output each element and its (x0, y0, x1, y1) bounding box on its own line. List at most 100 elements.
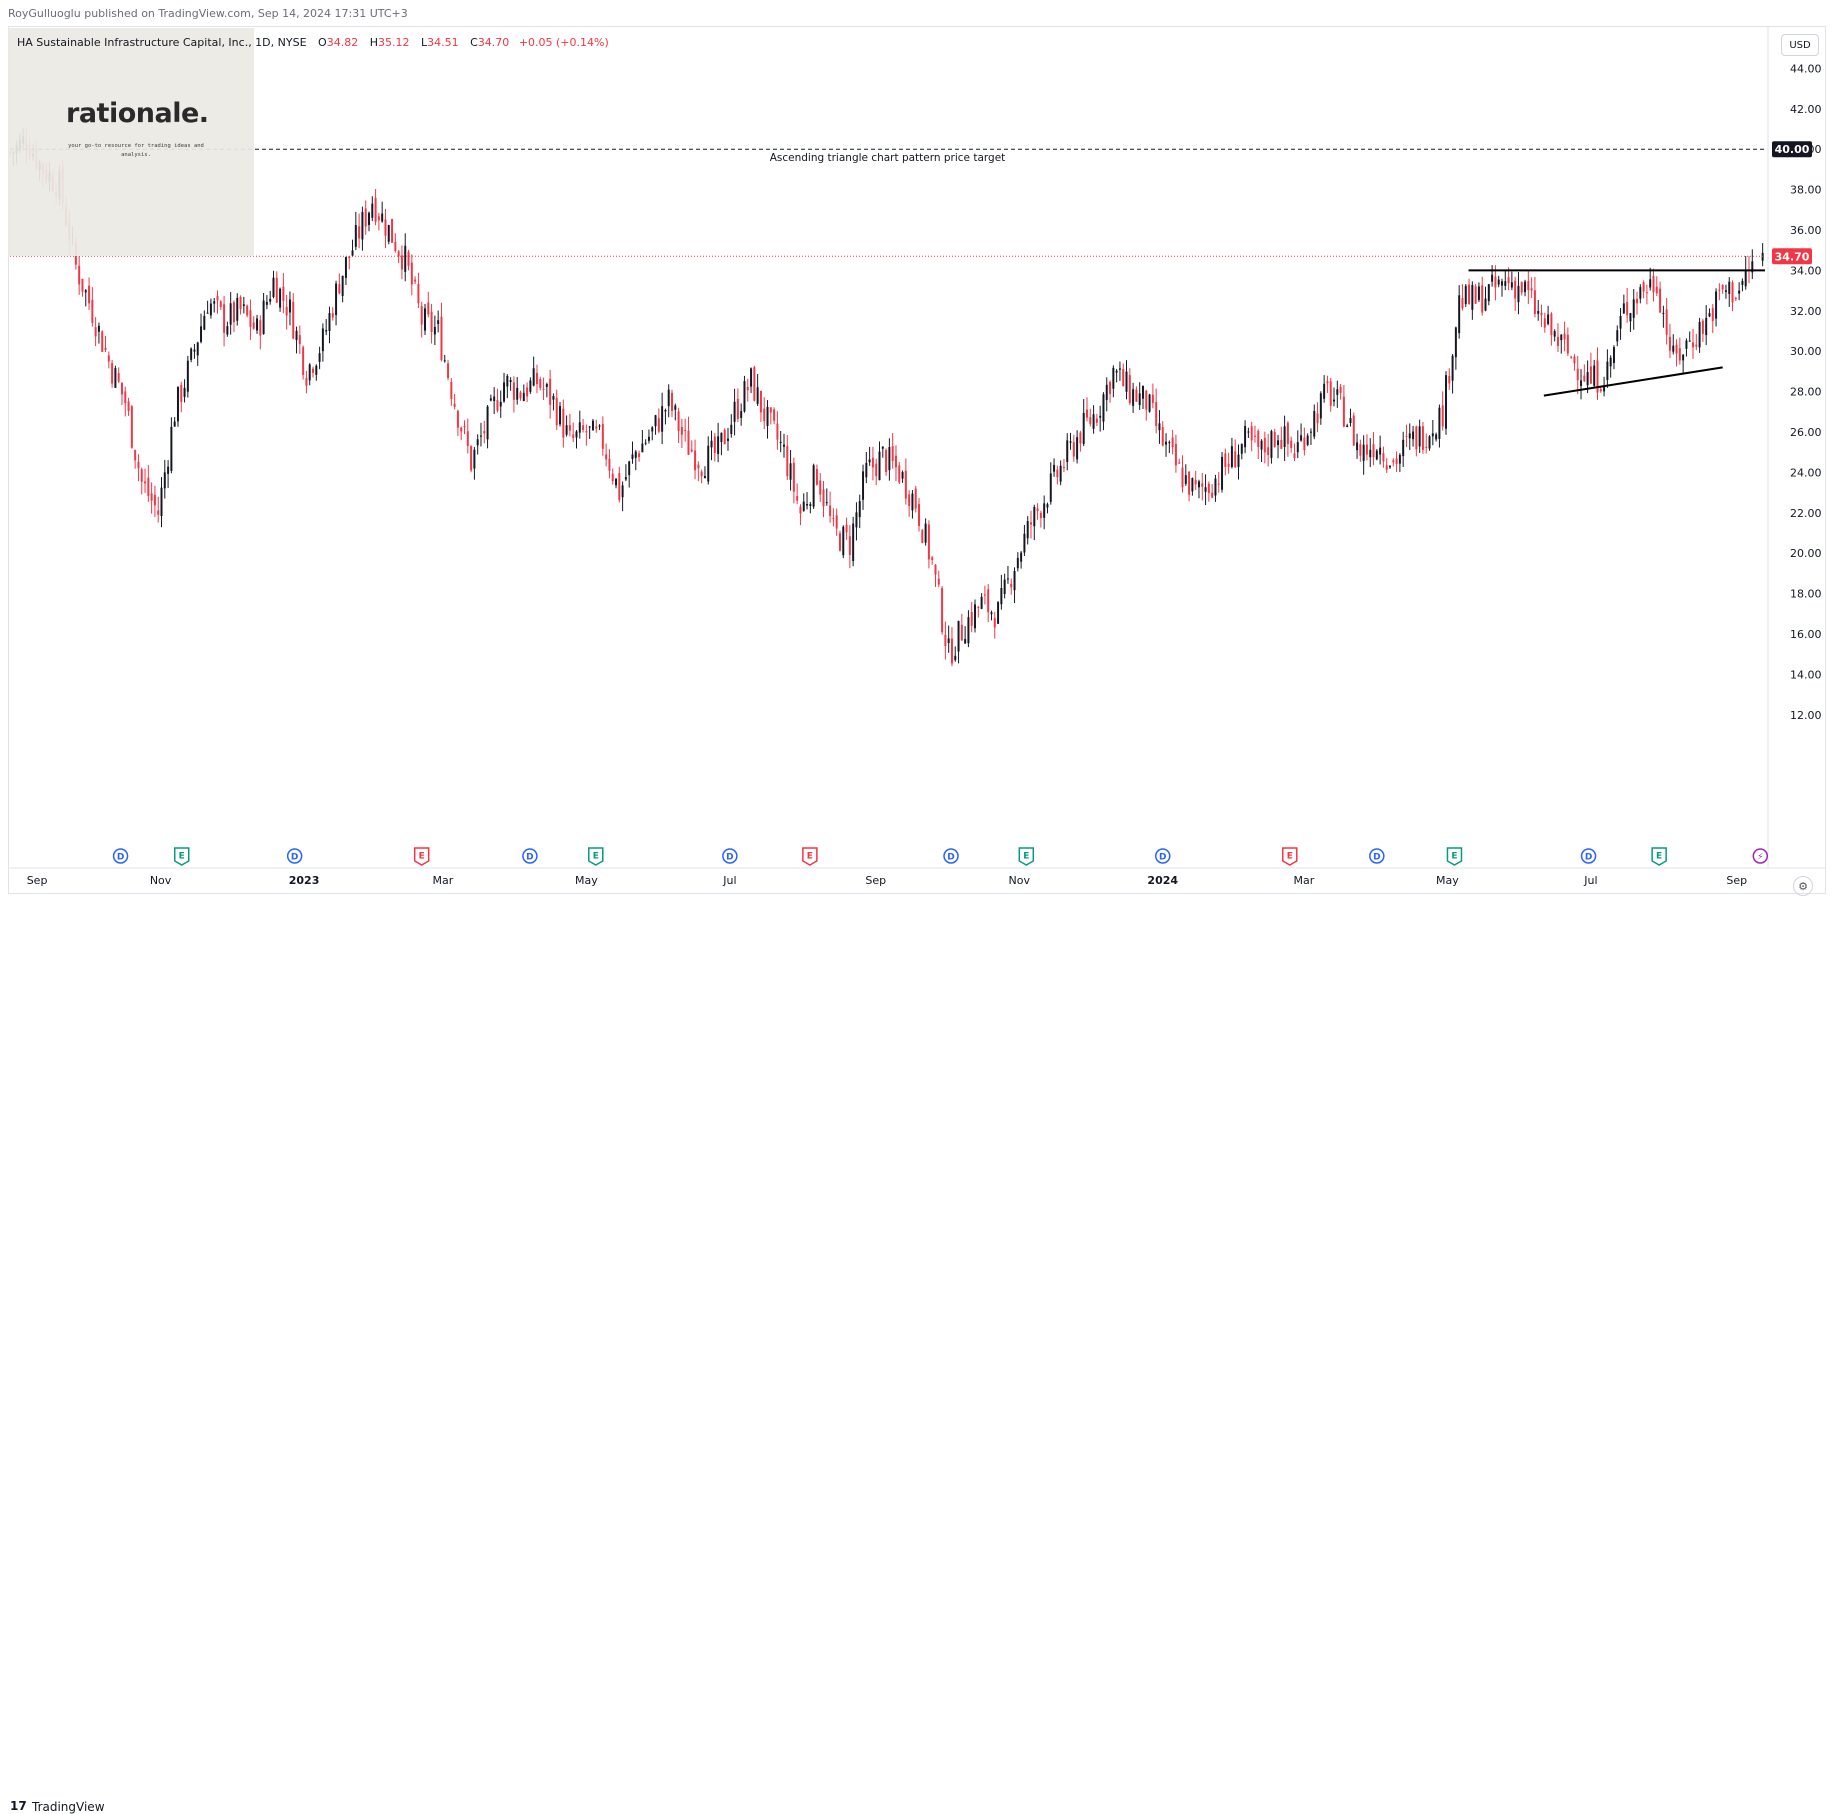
chart-frame (8, 26, 1826, 894)
x-tick-label: 2024 (1147, 874, 1178, 887)
candle-body (736, 398, 739, 419)
candle-body (1471, 284, 1474, 310)
candle-body (1300, 435, 1303, 441)
candle-body (1333, 399, 1336, 402)
candle-body (838, 533, 841, 551)
candle-body (565, 425, 568, 435)
candle-body (292, 301, 295, 339)
candle-body (1211, 492, 1214, 498)
candle-body (176, 386, 179, 422)
candle-body (1629, 313, 1632, 322)
candle-body (312, 368, 314, 373)
candle-body (950, 638, 953, 664)
y-tick-label: 28.00 (1790, 386, 1822, 399)
candle-body (766, 406, 769, 426)
candle-body (1253, 435, 1256, 437)
candle-body (1362, 444, 1365, 461)
candle-body (1547, 314, 1550, 325)
candle-body (1356, 442, 1359, 451)
candle-body (256, 318, 259, 331)
candle-body (1359, 444, 1362, 456)
candle-body (249, 310, 252, 327)
candle-body (1006, 578, 1009, 580)
candle-body (1507, 277, 1510, 284)
candle-body (348, 256, 351, 259)
candle-body (835, 515, 838, 529)
candle-body (1263, 437, 1266, 453)
candle-body (1125, 371, 1128, 392)
settings-gear-icon[interactable]: ⚙ (1793, 876, 1813, 896)
last-price-label: 34.70 (1775, 250, 1810, 263)
candle-body (387, 225, 390, 242)
symbol-title: HA Sustainable Infrastructure Capital, I… (17, 36, 307, 49)
candle-body (344, 257, 347, 278)
y-tick-label: 26.00 (1790, 426, 1822, 439)
candle-body (1217, 483, 1220, 485)
candle-body (522, 392, 525, 402)
candle-body (1655, 286, 1658, 294)
candle-body (1678, 348, 1681, 361)
candle-body (1092, 414, 1095, 429)
candle-body (1448, 375, 1451, 384)
candle-body (671, 392, 673, 412)
candle-body (842, 526, 845, 556)
candle-body (305, 377, 308, 386)
y-tick-label: 16.00 (1790, 628, 1822, 641)
candle-body (1596, 360, 1599, 393)
candle-body (733, 401, 736, 422)
x-tick-label: Jul (1583, 874, 1597, 887)
candle-body (107, 355, 110, 362)
candle-body (1346, 425, 1349, 428)
candle-body (1267, 447, 1270, 456)
earnings-event-icon (588, 847, 604, 866)
candle-body (1016, 557, 1019, 569)
candle-body (503, 382, 506, 402)
candle-body (252, 322, 255, 329)
candle-body (1188, 471, 1191, 495)
candle-body (1237, 454, 1240, 468)
candle-body (1708, 313, 1711, 317)
candle-body (947, 638, 950, 644)
candle-body (377, 216, 380, 221)
candle-body (1675, 344, 1678, 354)
candle-body (1616, 330, 1619, 342)
candle-body (259, 320, 262, 336)
candle-body (1668, 336, 1671, 351)
candle-body (1260, 440, 1263, 450)
candle-body (990, 612, 993, 615)
candle-body (1724, 290, 1727, 292)
candle-body (1751, 261, 1754, 273)
open-label: O (318, 36, 327, 49)
candle-body (1533, 290, 1536, 315)
candle-body (1652, 275, 1655, 293)
candle-body (88, 285, 91, 304)
candle-body (1352, 415, 1355, 446)
currency-button[interactable]: USD (1781, 34, 1819, 56)
price-chart[interactable]: 12.00 14.00 16.00 18.00 20.00 22.00 24.00 26.00… (0, 0, 1835, 931)
candle-body (687, 430, 690, 455)
candle-body (934, 564, 937, 575)
candle-body (104, 347, 107, 351)
support-line (1543, 366, 1723, 397)
y-tick-label: 22.00 (1790, 507, 1822, 520)
candle-body (1606, 361, 1609, 380)
y-tick-label: 36.00 (1790, 224, 1822, 237)
candle-body (1474, 286, 1477, 304)
candle-body (420, 306, 423, 325)
candle-body (364, 208, 367, 227)
candle-body (246, 305, 249, 316)
publish-bar: RoyGulluoglu published on TradingView.co… (0, 0, 1835, 26)
x-tick-label: Sep (865, 874, 886, 887)
candle-body (667, 389, 670, 407)
candle-body (91, 299, 94, 323)
candle-body (1441, 405, 1444, 427)
candle-body (186, 360, 189, 392)
candle-body (1204, 487, 1207, 492)
candle-body (707, 445, 710, 482)
candle-body (542, 388, 545, 390)
candle-body (358, 226, 361, 239)
candle-body (908, 494, 911, 506)
candle-body (117, 373, 120, 382)
candle-body (78, 265, 81, 285)
candle-body (1603, 385, 1606, 392)
